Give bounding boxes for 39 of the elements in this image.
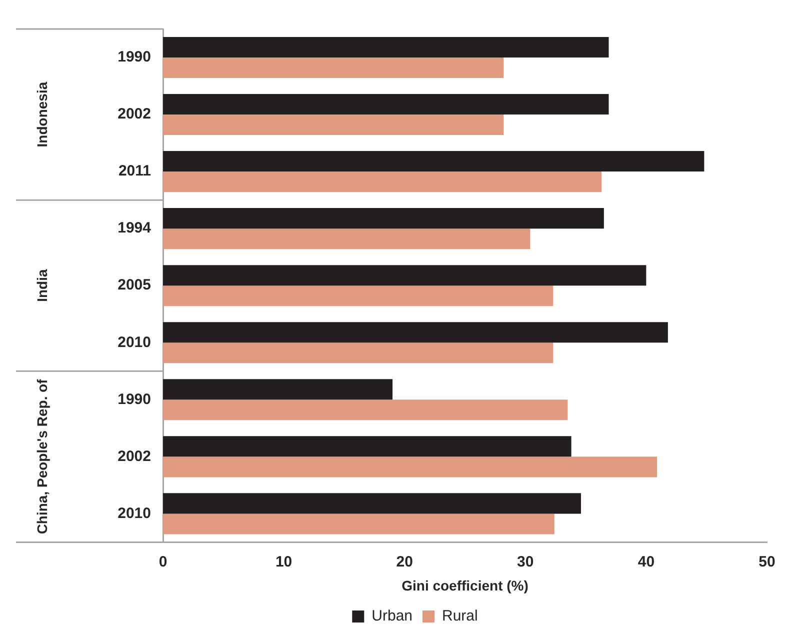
text: India (34, 269, 50, 302)
bar (163, 456, 658, 478)
y-tick-label: 2011 (118, 162, 151, 180)
y-tick-label: 1990 (118, 390, 151, 408)
bar (163, 286, 554, 306)
x-tick-label: 50 (758, 553, 776, 570)
y-tick-label: 2002 (118, 106, 151, 123)
text: China, People's Rep. of (34, 378, 50, 534)
bar (163, 265, 646, 286)
bar (163, 114, 504, 136)
x-tick-label: 0 (158, 553, 168, 570)
y-tick-label: 2005 (118, 276, 151, 294)
y-tick-label: 1994 (118, 220, 152, 237)
x-tick-label: 10 (275, 553, 292, 570)
x-tick-label: 20 (396, 553, 413, 570)
x-tick-label: 30 (517, 553, 534, 570)
legend-label: Urban (372, 608, 413, 625)
y-tick-label: 2010 (118, 334, 151, 351)
bar (163, 58, 504, 78)
text: Indonesia (34, 82, 50, 148)
bar (163, 493, 581, 514)
bar (163, 208, 604, 229)
bar (163, 94, 609, 115)
y-tick-label: 2002 (118, 448, 151, 465)
bar (163, 228, 530, 250)
bar (163, 36, 609, 58)
legend-label: Rural (442, 608, 478, 625)
bar (163, 514, 554, 534)
x-tick-label: 40 (638, 553, 655, 570)
y-tick-label: 1990 (118, 48, 151, 66)
bar (163, 151, 704, 172)
bar (163, 400, 568, 420)
bar (163, 322, 668, 343)
bar (163, 342, 554, 364)
bar (163, 379, 393, 400)
y-tick-label: 2010 (118, 504, 151, 522)
bar (163, 436, 572, 457)
bar (163, 172, 602, 192)
x-axis-title: Gini coefficient (%) (402, 577, 528, 594)
